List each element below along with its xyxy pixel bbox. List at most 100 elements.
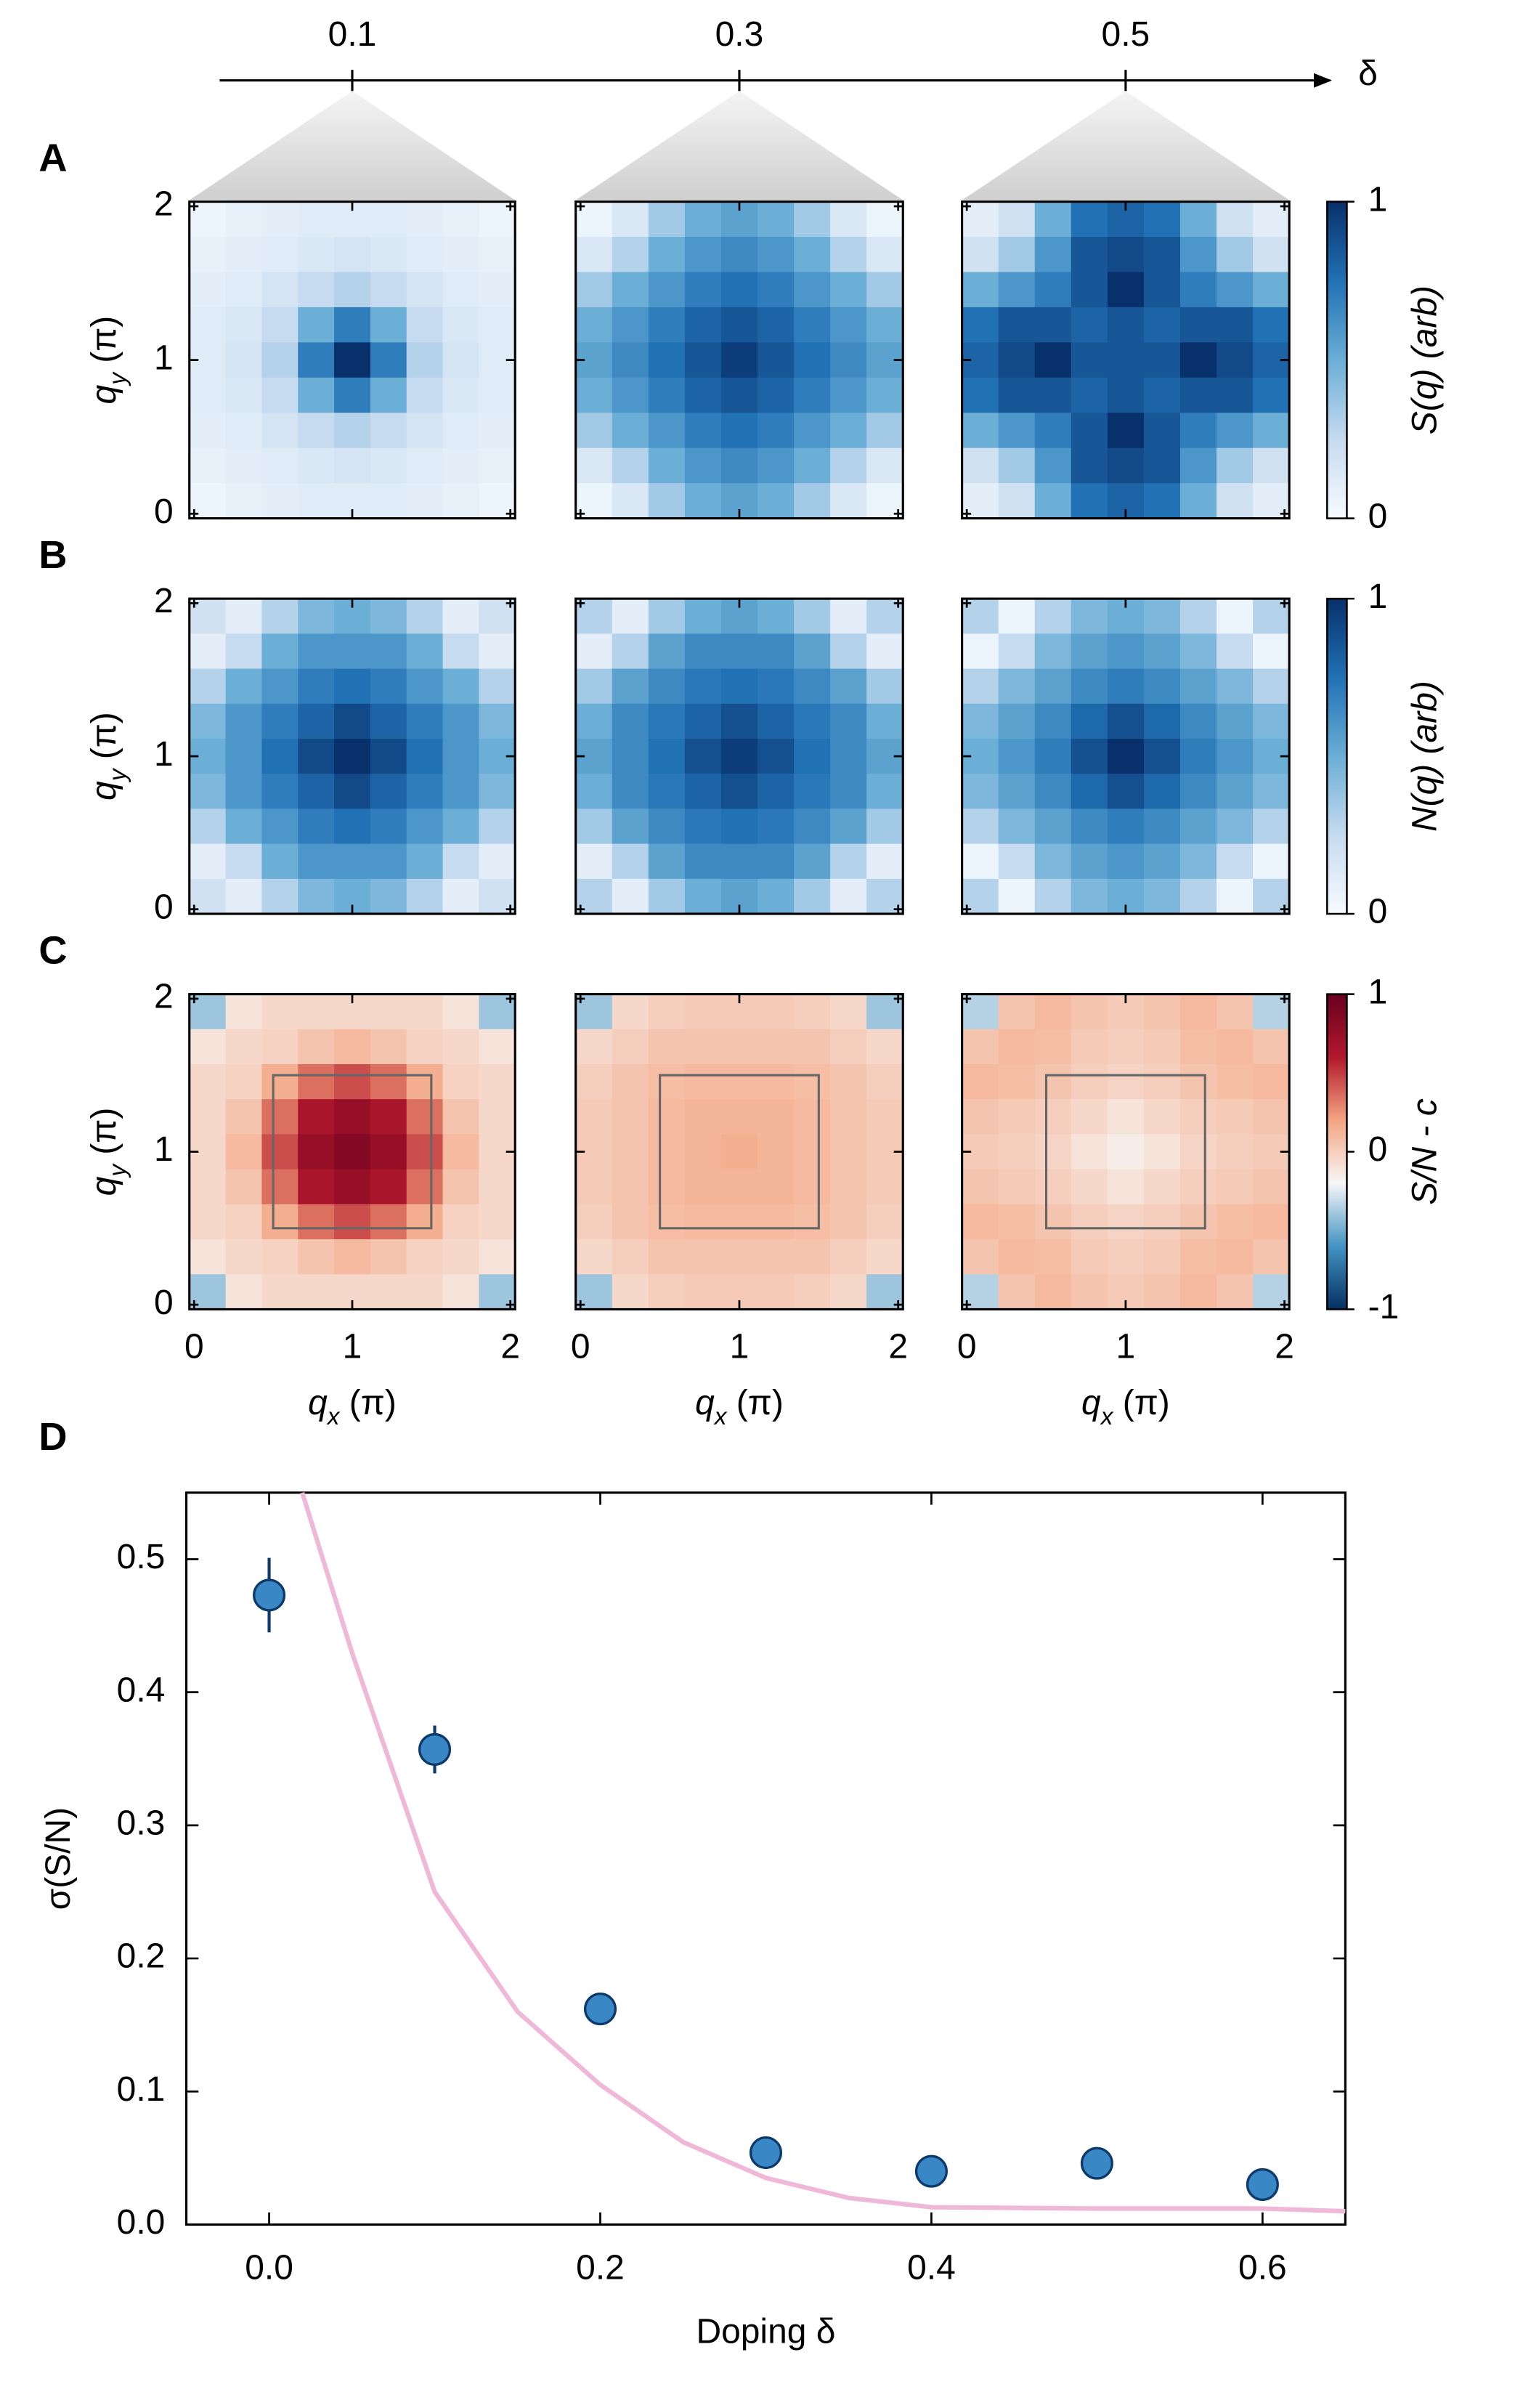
heatmap-cell	[720, 377, 758, 414]
heatmap-cell	[1217, 483, 1254, 519]
colorbar	[1326, 993, 1348, 1310]
heatmap-cell	[1071, 668, 1108, 705]
heatmap-cell	[1143, 994, 1181, 1030]
heatmap-cell	[998, 377, 1036, 414]
heatmap-cell	[866, 1064, 904, 1100]
heatmap-cell	[758, 413, 795, 449]
heatmap-cell	[1034, 413, 1072, 449]
heatmap-cell	[479, 413, 516, 449]
heatmap-cell	[1071, 703, 1108, 739]
heatmap-cell	[334, 633, 371, 670]
heatmap-cell	[261, 738, 299, 775]
heatmap-cell	[575, 599, 613, 635]
heatmap-cell	[225, 599, 263, 635]
heatmap-cell	[1034, 342, 1072, 378]
heatmap-cell	[648, 1169, 686, 1205]
heatmap-cell	[648, 1029, 686, 1065]
heatmap-cell	[998, 1204, 1036, 1240]
heatmap-cell	[998, 878, 1036, 915]
heatmap-cell	[1217, 307, 1254, 344]
heatmap-cell	[962, 447, 999, 484]
heatmap-cell	[575, 447, 613, 484]
heatmap-cell	[406, 377, 444, 414]
heatmap-cell	[612, 1134, 649, 1170]
heatmap-cell	[758, 272, 795, 308]
heatmap-cell	[261, 307, 299, 344]
heatmap-cell	[1143, 1029, 1181, 1065]
heatmap-cell	[758, 1204, 795, 1240]
heatmap-cell	[370, 878, 407, 915]
heatmap-cell	[794, 1134, 831, 1170]
heatmap-cell	[998, 1064, 1036, 1100]
data-point	[749, 2136, 783, 2170]
heatmap-cell	[866, 808, 904, 845]
data-point	[253, 1578, 286, 1612]
x-tick-label: 0	[571, 1327, 590, 1366]
heatmap-cell	[1034, 703, 1072, 739]
heatmap-cell	[830, 1134, 868, 1170]
heatmap-cell	[866, 1204, 904, 1240]
heatmap-cell	[334, 1204, 371, 1240]
heatmap-cell	[684, 1239, 722, 1276]
heatmap-cell	[479, 237, 516, 273]
heatmap-cell	[442, 377, 480, 414]
heatmap-cell	[189, 377, 227, 414]
heatmap-cell	[1071, 599, 1108, 635]
x-axis-label-part: (π)	[726, 1384, 783, 1422]
heatmap-cell	[962, 843, 999, 880]
heatmap-cell	[189, 1239, 227, 1276]
heatmap-cell	[261, 447, 299, 484]
heatmap-cell	[1217, 633, 1254, 670]
heatmap-cell	[1071, 738, 1108, 775]
heatmap-cell	[794, 342, 831, 378]
panel-label: C	[38, 929, 67, 973]
heatmap-cell	[612, 377, 649, 414]
heatmap-cell	[1179, 703, 1217, 739]
heatmap-cell	[794, 237, 831, 273]
heatmap-cell	[334, 774, 371, 810]
heatmap-cell	[225, 1029, 263, 1065]
heatmap-cell	[684, 307, 722, 344]
x-axis-label-part: x	[1100, 1403, 1114, 1430]
heatmap-cell	[1107, 1099, 1145, 1135]
heatmap-cell	[866, 774, 904, 810]
heatmap-cell	[758, 483, 795, 519]
heatmap-cell	[684, 878, 722, 915]
heatmap-cell	[962, 1204, 999, 1240]
heatmap-cell	[1179, 808, 1217, 845]
heatmap-cell	[830, 774, 868, 810]
colorbar-tick-label: 1	[1368, 973, 1388, 1011]
panel-label: D	[38, 1415, 67, 1459]
y-tick-label: 0	[154, 1284, 174, 1322]
heatmap-cell	[1034, 808, 1072, 845]
heatmap-cell	[479, 447, 516, 484]
heatmap-cell	[406, 307, 444, 344]
heatmap-cell	[962, 1169, 999, 1205]
heatmap-cell	[830, 1239, 868, 1276]
heatmap-cell	[1107, 843, 1145, 880]
heatmap-cell	[261, 1029, 299, 1065]
x-tick-label: 1	[1116, 1327, 1136, 1366]
heatmap-cell	[189, 1204, 227, 1240]
heatmap-cell	[1179, 994, 1217, 1030]
heatmap-cell	[998, 774, 1036, 810]
heatmap-cell	[406, 774, 444, 810]
y-axis-label-part: q	[85, 384, 123, 404]
heatmap-cell	[334, 272, 371, 308]
heatmap-cell	[866, 272, 904, 308]
heatmap-cell	[261, 1169, 299, 1205]
heatmap-cell	[684, 774, 722, 810]
heatmap-cell	[370, 994, 407, 1030]
heatmap-cell	[962, 1239, 999, 1276]
heatmap-cell	[575, 1064, 613, 1100]
heatmap-cell	[1034, 1204, 1072, 1240]
heatmap-cell	[684, 1064, 722, 1100]
heatmap-cell	[962, 1029, 999, 1065]
heatmap-cell	[830, 878, 868, 915]
heatmap-cell	[261, 1274, 299, 1310]
heatmap-cell	[1034, 272, 1072, 308]
colorbar-tick-label: -1	[1368, 1288, 1400, 1326]
heatmap-cell	[758, 1274, 795, 1310]
heatmap-cell	[225, 1274, 263, 1310]
heatmap-cell	[1143, 1204, 1181, 1240]
